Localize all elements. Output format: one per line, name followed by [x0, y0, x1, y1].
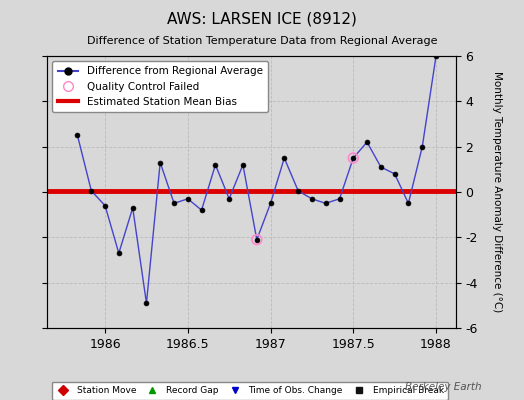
Point: [253, 236, 261, 243]
Text: Difference of Station Temperature Data from Regional Average: Difference of Station Temperature Data f…: [87, 36, 437, 46]
Legend: Station Move, Record Gap, Time of Obs. Change, Empirical Break: Station Move, Record Gap, Time of Obs. C…: [52, 382, 449, 400]
Text: Berkeley Earth: Berkeley Earth: [406, 382, 482, 392]
Text: AWS: LARSEN ICE (8912): AWS: LARSEN ICE (8912): [167, 12, 357, 27]
Point: [349, 155, 357, 161]
Y-axis label: Monthly Temperature Anomaly Difference (°C): Monthly Temperature Anomaly Difference (…: [492, 71, 502, 313]
